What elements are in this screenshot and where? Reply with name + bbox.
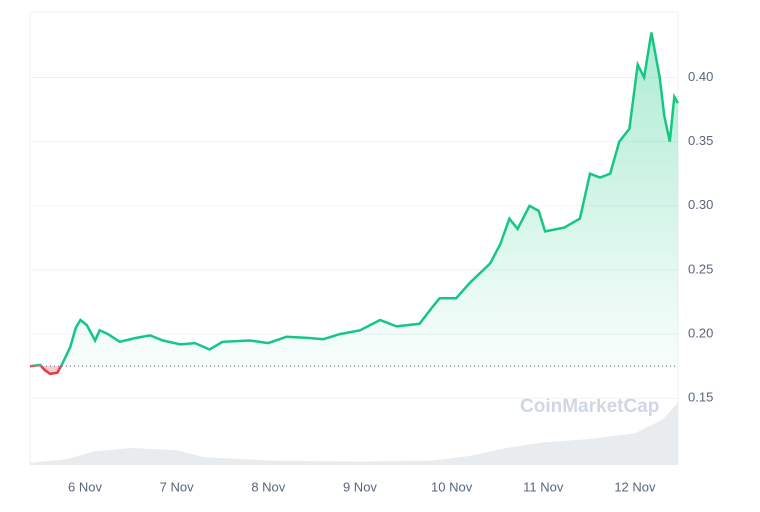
price-line (29, 32, 680, 367)
y-tick-label: 0.20 (688, 326, 713, 341)
y-tick-label: 0.40 (688, 69, 713, 84)
y-tick-label: 0.15 (688, 390, 713, 405)
x-tick-label: 12 Nov (614, 479, 656, 494)
x-tick-label: 10 Nov (431, 479, 473, 494)
y-tick-label: 0.25 (688, 261, 713, 276)
y-tick-label: 0.35 (688, 133, 713, 148)
volume-area (30, 402, 678, 465)
x-tick-label: 7 Nov (160, 479, 194, 494)
x-tick-label: 11 Nov (523, 479, 564, 494)
watermark: CoinMarketCap (520, 396, 659, 417)
y-tick-label: 0.30 (688, 197, 713, 212)
x-tick-label: 6 Nov (68, 479, 102, 494)
x-tick-label: 8 Nov (251, 479, 285, 494)
x-tick-label: 9 Nov (343, 479, 377, 494)
price-area (30, 32, 678, 367)
